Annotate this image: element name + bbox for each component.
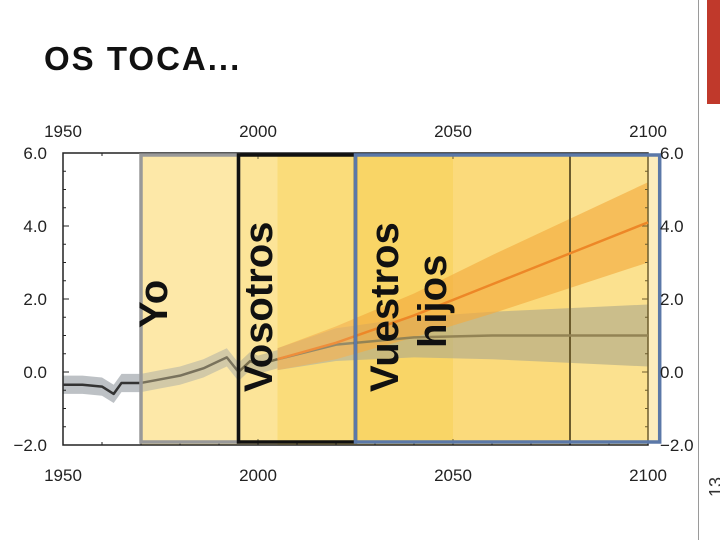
generation-box-2 bbox=[353, 153, 662, 444]
x-tick-label-bottom-2: 2050 bbox=[434, 466, 472, 485]
y-tick-label-left-4: 6.0 bbox=[23, 144, 47, 163]
x-tick-label-top-2: 2050 bbox=[434, 122, 472, 141]
y-tick-label-right-1: 0.0 bbox=[660, 363, 684, 382]
x-tick-label-top-0: 1950 bbox=[44, 122, 82, 141]
x-tick-label-bottom-3: 2100 bbox=[629, 466, 667, 485]
x-tick-label-top-3: 2100 bbox=[629, 122, 667, 141]
generation-label-1: Vosotros bbox=[237, 222, 281, 392]
x-tick-label-bottom-1: 2000 bbox=[239, 466, 277, 485]
y-tick-label-right-2: 2.0 bbox=[660, 290, 684, 309]
slide-number: 13 bbox=[706, 476, 720, 497]
slide-divider-line bbox=[698, 0, 699, 540]
y-tick-label-left-1: 0.0 bbox=[23, 363, 47, 382]
generation-label-2-1: hijos bbox=[411, 255, 455, 348]
y-tick-label-left-2: 2.0 bbox=[23, 290, 47, 309]
chart-axes bbox=[62, 152, 649, 446]
series-line-2 bbox=[277, 221, 649, 361]
series-line-0 bbox=[63, 356, 278, 396]
y-tick-label-right-3: 4.0 bbox=[660, 217, 684, 236]
y-tick-label-left-3: 4.0 bbox=[23, 217, 47, 236]
x-tick-label-bottom-0: 1950 bbox=[44, 466, 82, 485]
series-line-1 bbox=[277, 334, 648, 361]
x-tick-label-top-1: 2000 bbox=[239, 122, 277, 141]
uncertainty-band-2 bbox=[277, 182, 648, 371]
generation-label-0: Yo bbox=[132, 280, 176, 328]
y-tick-label-left-0: −2.0 bbox=[13, 436, 47, 455]
generation-labels: Yo Vosotros Vuestros hijos bbox=[132, 222, 455, 392]
series-lines bbox=[63, 221, 649, 396]
generation-boxes bbox=[139, 153, 662, 444]
tick-labels: 1950 1950 2000 2000 2050 2050 2100 2100 −2.0 −2.0… bbox=[13, 122, 693, 485]
generation-label-2-0: Vuestros bbox=[363, 222, 407, 392]
generation-box-1 bbox=[236, 153, 358, 444]
slide-title: OS TOCA... bbox=[44, 40, 242, 77]
accent-bar bbox=[707, 0, 720, 104]
y-tick-label-right-4: 6.0 bbox=[660, 144, 684, 163]
y-tick-label-right-0: −2.0 bbox=[660, 436, 694, 455]
shaded-period-0 bbox=[141, 153, 278, 445]
